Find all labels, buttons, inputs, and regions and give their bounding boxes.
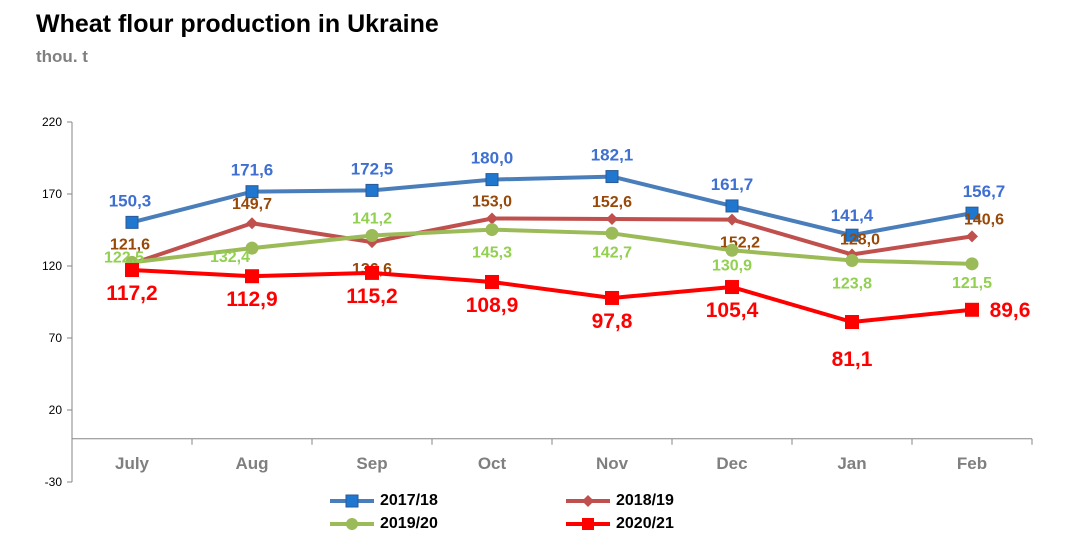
data-label: 121,6 <box>110 237 150 254</box>
data-label: 180,0 <box>471 149 514 168</box>
y-tick-label: 120 <box>42 259 62 273</box>
data-point <box>845 315 859 330</box>
legend-marker-square-blue-icon <box>330 494 374 508</box>
legend-label: 2020/21 <box>616 515 674 532</box>
chart-legend: 2017/18 2018/19 2019/20 2020/21 <box>330 492 750 540</box>
y-tick-label: 70 <box>49 331 63 345</box>
data-point <box>725 243 739 257</box>
series-line-2020-21 <box>131 268 973 325</box>
data-point <box>486 212 498 225</box>
data-point <box>845 254 859 268</box>
data-label: 156,7 <box>963 182 1006 201</box>
x-tick-label: Aug <box>235 454 268 473</box>
data-point <box>485 223 499 237</box>
data-point <box>485 173 499 187</box>
legend-marker-diamond-red-icon <box>566 495 610 507</box>
data-label: 123,8 <box>832 276 872 293</box>
data-point <box>125 263 139 278</box>
data-label: 97,8 <box>592 310 633 333</box>
y-tick-label: 170 <box>42 187 62 201</box>
data-point <box>365 265 379 280</box>
data-label: 145,3 <box>472 245 512 262</box>
data-label: 153,0 <box>472 193 512 210</box>
data-label: 182,1 <box>591 146 634 165</box>
data-point <box>606 213 618 226</box>
data-label: 128,0 <box>840 231 880 248</box>
legend-label: 2017/18 <box>380 492 438 509</box>
data-point <box>965 257 979 271</box>
data-point <box>725 199 739 213</box>
data-point <box>605 170 619 184</box>
data-point <box>245 241 259 255</box>
series-line-2017-18 <box>131 174 973 238</box>
data-label: 121,5 <box>952 275 992 292</box>
data-point <box>246 217 258 230</box>
data-label: 112,9 <box>226 288 277 311</box>
data-label: 115,2 <box>346 285 397 308</box>
data-point <box>485 274 499 289</box>
series-line-2018-19 <box>131 216 973 266</box>
series-line-2019-20 <box>131 227 973 266</box>
data-label: 152,6 <box>592 194 632 211</box>
data-label: 122,5 <box>104 249 144 266</box>
data-point <box>965 206 979 220</box>
y-tick-label: 20 <box>49 403 63 417</box>
data-label: 117,2 <box>106 282 157 305</box>
data-label: 140,6 <box>964 211 1004 228</box>
x-tick-label: Dec <box>716 454 747 473</box>
data-label: 142,7 <box>592 244 632 261</box>
x-tick-label: Feb <box>957 454 987 473</box>
data-label: 108,9 <box>466 294 519 317</box>
data-point <box>605 290 619 305</box>
y-tick-label: 220 <box>42 115 62 129</box>
legend-label: 2018/19 <box>616 492 674 509</box>
data-point <box>726 213 738 226</box>
data-point <box>725 280 739 295</box>
line-chart: 220 170 120 70 20 -30 July Aug Sep Oct Nov Dec Jan Fe… <box>42 115 1033 489</box>
x-tick-label: Nov <box>596 454 629 473</box>
data-point <box>845 228 859 242</box>
data-label: 172,5 <box>351 159 394 178</box>
data-label: 89,6 <box>990 299 1031 322</box>
data-label: 171,6 <box>231 161 274 180</box>
data-label: 132,4 <box>210 249 250 266</box>
x-tick-label: July <box>115 454 150 473</box>
data-point <box>966 230 978 243</box>
legend-item-2019-20: 2019/20 <box>330 515 438 533</box>
legend-item-2020-21: 2020/21 <box>566 515 674 533</box>
legend-item-2017-18: 2017/18 <box>330 492 438 510</box>
x-tick-label: Oct <box>478 454 507 473</box>
chart-subtitle: thou. t <box>36 47 88 66</box>
x-tick-label: Jan <box>837 454 866 473</box>
data-label: 81,1 <box>832 348 873 371</box>
legend-label: 2019/20 <box>380 515 438 532</box>
data-label: 105,4 <box>706 299 759 322</box>
data-label: 130,9 <box>712 257 752 274</box>
data-label: 150,3 <box>109 191 152 210</box>
data-point <box>605 226 619 240</box>
legend-item-2018-19: 2018/19 <box>566 492 674 510</box>
data-point <box>965 302 979 317</box>
data-label: 161,7 <box>711 175 754 194</box>
y-tick-label: -30 <box>45 475 63 489</box>
data-point <box>245 185 259 199</box>
chart-title: Wheat flour production in Ukraine <box>36 10 439 38</box>
legend-marker-circle-green-icon <box>330 518 374 530</box>
data-point <box>245 269 259 284</box>
data-label: 141,2 <box>352 210 392 227</box>
data-label: 149,7 <box>232 196 272 213</box>
data-point <box>365 228 379 242</box>
legend-marker-square-bright-red-icon <box>566 518 610 530</box>
x-tick-label: Sep <box>356 454 387 473</box>
data-point <box>365 183 379 197</box>
data-point <box>125 215 139 229</box>
data-label: 141,4 <box>831 206 874 225</box>
